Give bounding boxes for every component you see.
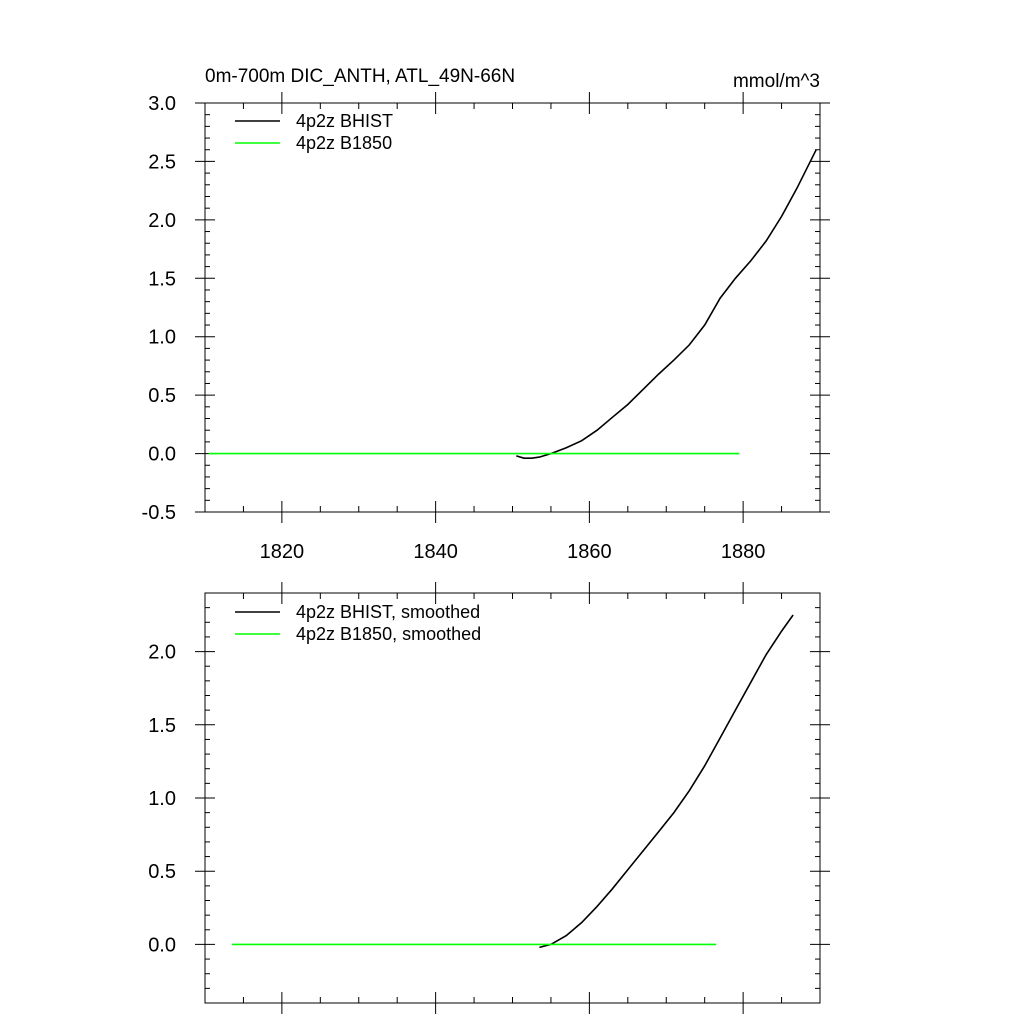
x-tick-label: 1880 xyxy=(721,541,766,563)
plot-frame xyxy=(204,102,821,513)
y-tick-label: 3.0 xyxy=(148,93,176,115)
y-tick-label: 0.5 xyxy=(148,861,176,883)
y-tick-label: 1.0 xyxy=(148,327,176,349)
legend-label: 4p2z B1850 xyxy=(296,133,392,153)
legend-label: 4p2z B1850, smoothed xyxy=(296,624,481,644)
x-tick-label: 1860 xyxy=(567,541,612,563)
panel-bottom: 0.0 0.5 1.0 1.5 2.0 4p2z BHIST, smoothed4p2z … xyxy=(148,582,830,1014)
plot-frame xyxy=(204,592,821,1004)
x-tick-label: 1840 xyxy=(413,541,458,563)
series-line-0 xyxy=(539,614,794,949)
legend-label: 4p2z BHIST, smoothed xyxy=(296,602,480,622)
y-tick-label: 1.0 xyxy=(148,788,176,810)
y-tick-label: 0.0 xyxy=(148,444,176,466)
series-line-0 xyxy=(516,149,817,460)
y-tick-label: 2.0 xyxy=(148,210,176,232)
chart-title: 0m-700m DIC_ANTH, ATL_49N-66N xyxy=(205,66,515,87)
units-label: mmol/m^3 xyxy=(733,71,820,92)
legend-label: 4p2z BHIST xyxy=(296,111,393,131)
y-tick-label: -0.5 xyxy=(142,502,176,524)
y-tick-label: 2.0 xyxy=(148,642,176,664)
y-tick-label: 0.5 xyxy=(148,385,176,407)
panel-top: 1820 1840 1860 1880 -0.5 0.0 0.5 1.0 1.5 2.0 2.5 3.… xyxy=(142,66,830,563)
y-tick-label: 1.5 xyxy=(148,268,176,290)
x-tick-label: 1820 xyxy=(260,541,305,563)
y-tick-label: 0.0 xyxy=(148,934,176,956)
y-tick-label: 1.5 xyxy=(148,715,176,737)
y-tick-label: 2.5 xyxy=(148,151,176,173)
